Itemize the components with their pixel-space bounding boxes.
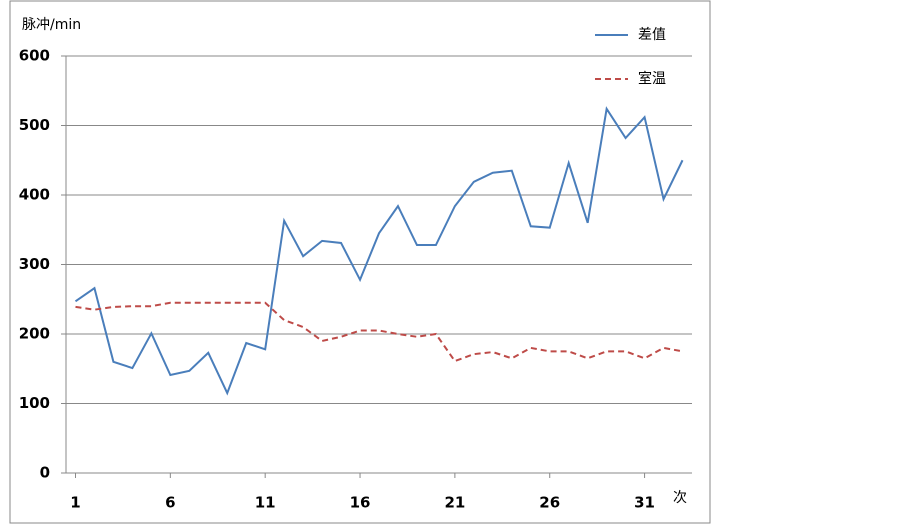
y-tick-label: 400: [19, 186, 50, 204]
y-tick-label: 100: [19, 394, 50, 412]
data-line: [74, 106, 684, 396]
y-tick-label: 500: [19, 116, 50, 134]
x-tick-label: 16: [350, 494, 371, 512]
y-tick-label: 300: [19, 255, 50, 273]
chart-border: [9, 0, 711, 524]
x-tick-label: 11: [255, 494, 276, 512]
y-tick-label: 0: [40, 464, 50, 482]
y-tick-label: 200: [19, 325, 50, 343]
x-tick-label: 31: [634, 494, 655, 512]
data-line: [75, 301, 683, 363]
legend-label: 差值: [638, 27, 666, 43]
x-tick-label: 21: [444, 494, 465, 512]
x-tick-label: 1: [70, 494, 80, 512]
x-tick-label: 26: [539, 494, 560, 512]
legend-label: 室温: [638, 70, 666, 87]
y-tick-label: 600: [19, 47, 50, 65]
x-axis-label: 次: [673, 490, 687, 506]
x-tick-label: 6: [165, 494, 175, 512]
y-axis-label: 脉冲/min: [22, 17, 81, 33]
